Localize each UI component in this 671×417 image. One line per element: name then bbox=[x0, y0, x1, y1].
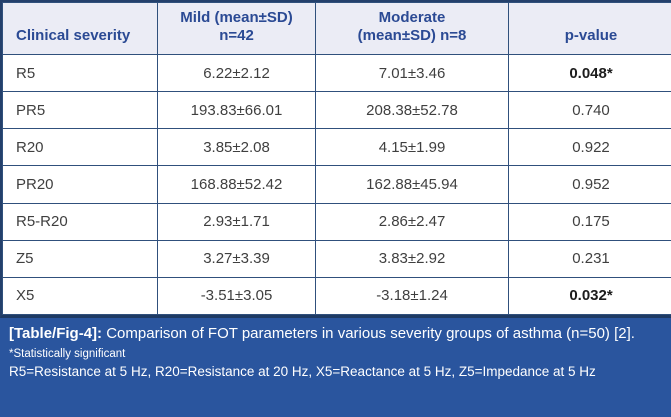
mild-value-cell: 6.22±2.12 bbox=[157, 53, 316, 93]
p-value-cell: 0.231 bbox=[508, 239, 671, 278]
parameter-cell: R5-R20 bbox=[2, 202, 158, 241]
moderate-value-cell: 3.83±2.92 bbox=[315, 239, 509, 278]
header-moderate: Moderate (mean±SD) n=8 bbox=[315, 2, 509, 55]
moderate-value-cell: -3.18±1.24 bbox=[315, 276, 509, 316]
significance-note: *Statistically significant bbox=[9, 347, 126, 360]
parameter-cell: R5 bbox=[2, 53, 158, 93]
mild-value-cell: 2.93±1.71 bbox=[157, 202, 316, 241]
mild-value-cell: -3.51±3.05 bbox=[157, 276, 316, 316]
table-row: X5 -3.51±3.05 -3.18±1.24 0.032* bbox=[2, 276, 671, 316]
header-mild: Mild (mean±SD) n=42 bbox=[157, 2, 316, 55]
p-value-cell: 0.922 bbox=[508, 128, 671, 167]
moderate-value-cell: 7.01±3.46 bbox=[315, 53, 509, 93]
caption-text: Comparison of FOT parameters in various … bbox=[106, 325, 635, 342]
parameter-cell: PR5 bbox=[2, 91, 158, 130]
p-value-cell: 0.048* bbox=[508, 53, 671, 93]
moderate-value-cell: 162.88±45.94 bbox=[315, 165, 509, 204]
mild-value-cell: 3.27±3.39 bbox=[157, 239, 316, 278]
fot-parameters-table: Clinical severity Mild (mean±SD) n=42 Mo… bbox=[2, 2, 671, 316]
fot-table-container: Clinical severity Mild (mean±SD) n=42 Mo… bbox=[0, 0, 671, 318]
parameter-cell: X5 bbox=[2, 276, 158, 316]
table-row: PR5 193.83±66.01 208.38±52.78 0.740 bbox=[2, 91, 671, 130]
parameter-cell: R20 bbox=[2, 128, 158, 167]
header-clinical-severity: Clinical severity bbox=[2, 2, 158, 55]
mild-value-cell: 193.83±66.01 bbox=[157, 91, 316, 130]
caption-main: [Table/Fig-4]: Comparison of FOT paramet… bbox=[9, 324, 662, 344]
parameter-cell: PR20 bbox=[2, 165, 158, 204]
header-p-value: p-value bbox=[508, 2, 671, 55]
table-row: R5 6.22±2.12 7.01±3.46 0.048* bbox=[2, 53, 671, 93]
header-row: Clinical severity Mild (mean±SD) n=42 Mo… bbox=[2, 2, 671, 55]
moderate-value-cell: 4.15±1.99 bbox=[315, 128, 509, 167]
p-value-cell: 0.952 bbox=[508, 165, 671, 204]
moderate-value-cell: 2.86±2.47 bbox=[315, 202, 509, 241]
figure-caption: [Table/Fig-4]: Comparison of FOT paramet… bbox=[0, 318, 671, 417]
table-row: R20 3.85±2.08 4.15±1.99 0.922 bbox=[2, 128, 671, 167]
parameter-cell: Z5 bbox=[2, 239, 158, 278]
caption-label: [Table/Fig-4]: bbox=[9, 325, 103, 342]
p-value-cell: 0.740 bbox=[508, 91, 671, 130]
p-value-cell: 0.032* bbox=[508, 276, 671, 316]
abbreviations-note: R5=Resistance at 5 Hz, R20=Resistance at… bbox=[9, 364, 596, 380]
mild-value-cell: 168.88±52.42 bbox=[157, 165, 316, 204]
mild-value-cell: 3.85±2.08 bbox=[157, 128, 316, 167]
table-row: PR20 168.88±52.42 162.88±45.94 0.952 bbox=[2, 165, 671, 204]
table-row: R5-R20 2.93±1.71 2.86±2.47 0.175 bbox=[2, 202, 671, 241]
p-value-cell: 0.175 bbox=[508, 202, 671, 241]
moderate-value-cell: 208.38±52.78 bbox=[315, 91, 509, 130]
table-row: Z5 3.27±3.39 3.83±2.92 0.231 bbox=[2, 239, 671, 278]
